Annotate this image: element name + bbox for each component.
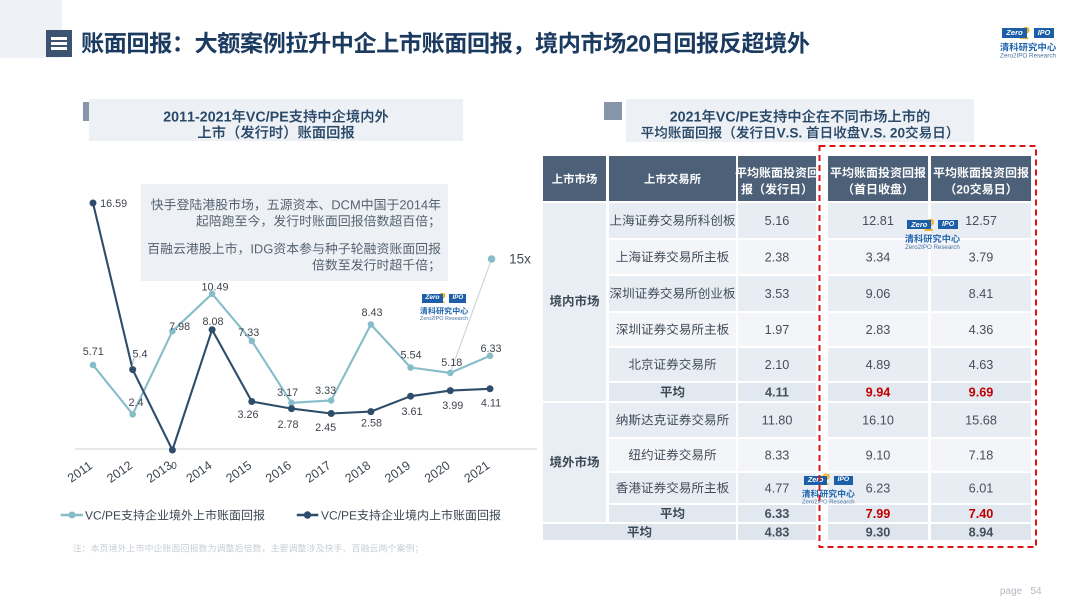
svg-text:4.89: 4.89 xyxy=(866,358,891,372)
svg-text:5.71: 5.71 xyxy=(83,346,104,358)
svg-text:4.63: 4.63 xyxy=(969,358,994,372)
svg-text:11.80: 11.80 xyxy=(762,413,793,427)
svg-text:9.94: 9.94 xyxy=(866,385,891,399)
svg-text:7.98: 7.98 xyxy=(169,321,190,333)
svg-text:3.17: 3.17 xyxy=(277,387,298,399)
svg-text:2.10: 2.10 xyxy=(765,358,790,372)
svg-text:2014: 2014 xyxy=(184,458,215,485)
svg-text:0: 0 xyxy=(171,461,177,472)
svg-text:9.30: 9.30 xyxy=(866,525,891,539)
svg-text:1.97: 1.97 xyxy=(765,323,790,337)
svg-text:Zero2IPO Research: Zero2IPO Research xyxy=(1000,53,1056,60)
svg-text:2019: 2019 xyxy=(382,458,413,485)
svg-text:2.83: 2.83 xyxy=(866,323,891,337)
svg-text:2017: 2017 xyxy=(303,458,334,485)
svg-text:54: 54 xyxy=(1030,586,1042,597)
svg-text:6.23: 6.23 xyxy=(866,481,891,495)
svg-text:6.33: 6.33 xyxy=(765,507,790,521)
svg-text:5.54: 5.54 xyxy=(400,349,421,361)
svg-text:5.4: 5.4 xyxy=(132,348,147,360)
svg-text:2.58: 2.58 xyxy=(361,417,382,429)
svg-text:2021: 2021 xyxy=(462,458,493,485)
svg-text:3.79: 3.79 xyxy=(969,250,994,264)
svg-text:2.78: 2.78 xyxy=(277,419,298,431)
svg-text:4.36: 4.36 xyxy=(969,323,994,337)
svg-text:Zero2IPO Research: Zero2IPO Research xyxy=(802,499,855,505)
svg-text:2.45: 2.45 xyxy=(315,422,336,434)
svg-text:8.08: 8.08 xyxy=(202,316,223,328)
svg-text:5.16: 5.16 xyxy=(765,214,790,228)
svg-text:page: page xyxy=(1000,586,1023,597)
svg-text:2016: 2016 xyxy=(263,458,294,485)
svg-text:3.99: 3.99 xyxy=(442,400,463,412)
svg-text:4.11: 4.11 xyxy=(765,385,789,399)
svg-text:2011: 2011 xyxy=(65,459,95,486)
svg-text:3.34: 3.34 xyxy=(866,250,891,264)
svg-text:3.33: 3.33 xyxy=(315,385,336,397)
svg-text:Zero2IPO Research: Zero2IPO Research xyxy=(905,244,960,251)
svg-text:6.33: 6.33 xyxy=(480,343,501,355)
svg-text:3.26: 3.26 xyxy=(237,409,258,421)
svg-text:2.4: 2.4 xyxy=(128,397,143,409)
svg-text:16.59: 16.59 xyxy=(100,198,127,210)
svg-text:2015: 2015 xyxy=(223,458,254,485)
svg-text:12.57: 12.57 xyxy=(965,214,997,228)
svg-text:7.99: 7.99 xyxy=(866,507,891,521)
svg-text:4.83: 4.83 xyxy=(765,525,790,539)
svg-text:10.49: 10.49 xyxy=(201,281,228,293)
svg-text:12.81: 12.81 xyxy=(862,214,894,228)
svg-text:3.53: 3.53 xyxy=(765,287,790,301)
svg-text:8.41: 8.41 xyxy=(969,287,994,301)
svg-text:5.18: 5.18 xyxy=(441,357,462,369)
svg-text:9.69: 9.69 xyxy=(969,385,994,399)
svg-text:8.33: 8.33 xyxy=(765,448,790,462)
svg-text:16.10: 16.10 xyxy=(862,413,894,427)
svg-text:4.77: 4.77 xyxy=(765,481,790,495)
svg-text:7.33: 7.33 xyxy=(238,327,259,339)
svg-text:8.43: 8.43 xyxy=(361,307,382,319)
svg-text:2012: 2012 xyxy=(104,458,135,485)
svg-text:2.38: 2.38 xyxy=(765,250,790,264)
svg-text:7.40: 7.40 xyxy=(969,507,994,521)
svg-text:6.01: 6.01 xyxy=(969,481,994,495)
svg-text:3.61: 3.61 xyxy=(401,406,422,418)
svg-text:7.18: 7.18 xyxy=(969,448,994,462)
svg-text:9.06: 9.06 xyxy=(866,287,891,301)
svg-text:2013: 2013 xyxy=(144,458,175,485)
svg-text:15x: 15x xyxy=(509,252,531,267)
svg-text:4.11: 4.11 xyxy=(481,397,501,409)
svg-text:9.10: 9.10 xyxy=(866,448,891,462)
svg-text:2020: 2020 xyxy=(422,458,453,485)
svg-text:15.68: 15.68 xyxy=(965,413,997,427)
svg-text:8.94: 8.94 xyxy=(969,525,994,539)
svg-text:Zero2IPO Research: Zero2IPO Research xyxy=(420,316,468,322)
svg-text:2018: 2018 xyxy=(342,458,373,485)
